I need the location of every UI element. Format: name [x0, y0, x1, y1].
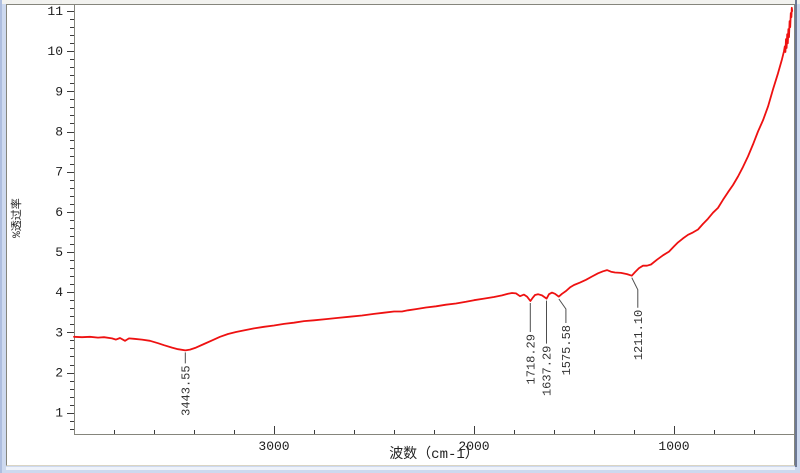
peak-annotation: 1575.58 [558, 298, 574, 375]
spectrum-chart-panel [6, 4, 795, 466]
peak-leader-line [631, 277, 639, 308]
y-tick-label: 1 [55, 406, 63, 421]
peak-annotation: 1718.29 [524, 303, 538, 384]
spectrum-curve [73, 6, 794, 352]
peak-label: 3443.55 [179, 365, 193, 415]
y-axis-label: %透过率 [12, 198, 24, 238]
window-frame-top [0, 0, 800, 4]
y-axis-ticks: 1 2 3 4 5 6 7 8 9 10 11 [47, 4, 74, 430]
y-tick-label: 5 [55, 245, 63, 260]
y-tick-label: 4 [55, 285, 63, 300]
y-tick-label: 11 [47, 4, 63, 19]
y-tick-label: 2 [55, 366, 63, 381]
x-axis-label: 波数（cm-1） [389, 447, 479, 463]
x-tick-label: 1000 [658, 439, 689, 454]
x-axis-ticks: 3000 2000 1000 [114, 426, 755, 454]
window-frame-bottom [6, 467, 795, 470]
y-tick-label: 3 [55, 325, 63, 340]
peak-label: 1637.29 [541, 346, 555, 396]
window-frame-left [0, 0, 2, 473]
y-tick-label: 7 [55, 165, 63, 180]
peak-leader-line [558, 298, 567, 323]
peak-label: 1718.29 [524, 334, 538, 384]
axes [74, 5, 794, 435]
y-tick-label: 6 [55, 205, 63, 220]
peak-label: 1211.10 [632, 310, 646, 360]
y-tick-label: 10 [47, 44, 63, 59]
y-tick-label: 8 [55, 125, 63, 140]
x-tick-label: 2000 [458, 439, 489, 454]
peak-annotation: 1637.29 [541, 300, 555, 396]
x-tick-label: 3000 [258, 439, 289, 454]
peak-annotation: 1211.10 [631, 277, 646, 360]
y-tick-label: 9 [55, 84, 63, 99]
peak-annotation: 3443.55 [179, 352, 193, 416]
window-frame-right [795, 0, 797, 467]
peak-label: 1575.58 [560, 325, 574, 375]
